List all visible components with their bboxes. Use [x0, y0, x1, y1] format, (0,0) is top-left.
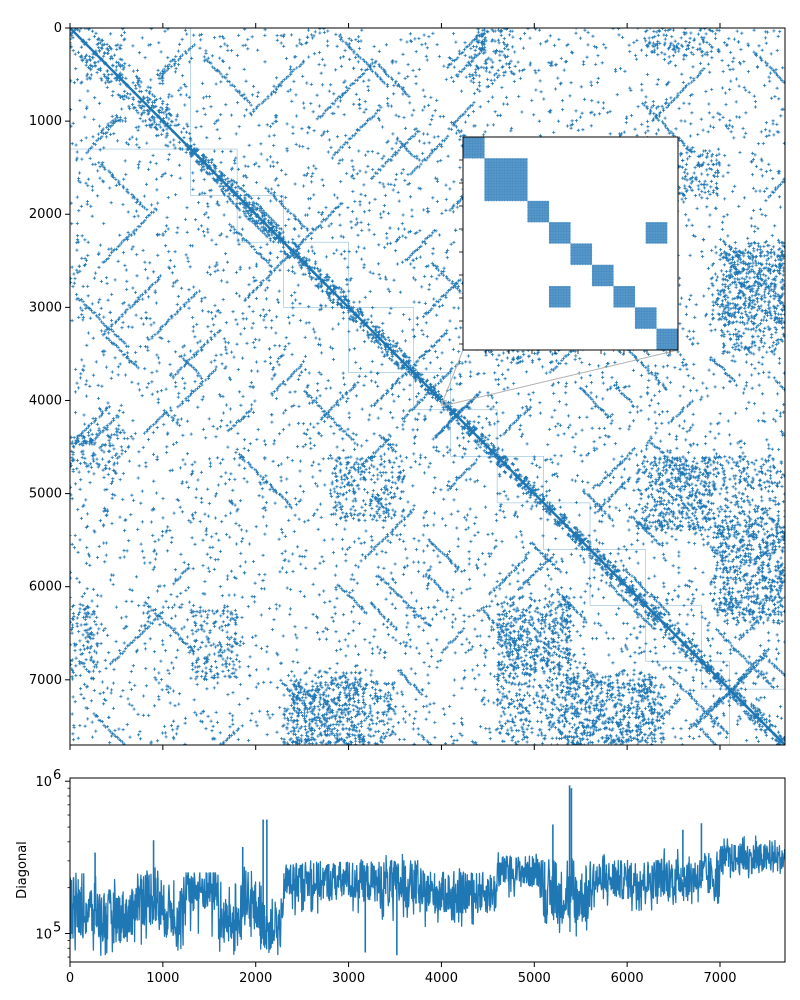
diagonal-block-mark [543, 502, 591, 550]
sparsity-axis-ticks: 0 1000 2000 3000 4000 5000 6000 7000 [29, 21, 721, 750]
inset-block [592, 264, 614, 287]
inset-connector-right [445, 349, 679, 406]
inset-block [527, 200, 549, 223]
diagonal-plot-frame [69, 777, 786, 963]
diagonal-x-tick-label: 1000 [146, 971, 179, 986]
diagonal-block-mark [348, 307, 414, 373]
diagonal-y-tick-exponent: 5 [53, 921, 61, 936]
zoom-inset [440, 136, 679, 406]
inset-block [463, 137, 485, 159]
inset-connector-left [440, 349, 464, 406]
sparsity-y-tick-label: 6000 [29, 580, 62, 595]
inset-block [570, 243, 592, 265]
inset-block [656, 328, 678, 350]
inset-block [635, 307, 657, 329]
diagonal-x-tick-label: 6000 [611, 971, 644, 986]
inset-zoom-region-marker [440, 399, 447, 406]
inset-blocks [462, 136, 679, 351]
diagonal-block-mark [645, 605, 702, 662]
sparsity-y-tick-label: 7000 [29, 673, 62, 688]
sparsity-plot-frame [69, 27, 786, 746]
diagonal-x-tick-label: 5000 [518, 971, 551, 986]
inset-frame [462, 136, 679, 351]
inset-connector-lines [440, 349, 679, 406]
diagonal-y-tick-exponent: 6 [53, 768, 61, 783]
diagonal-block-mark [236, 195, 284, 243]
diagonal-x-tick-label: 2000 [239, 971, 272, 986]
diagonal-block-mark [70, 28, 192, 150]
diagonal-y-tick-label: 10 [35, 928, 52, 943]
diagonal-y-tick-label: 10 [35, 775, 52, 790]
diagonal-x-tick-label: 7000 [703, 971, 736, 986]
sparsity-plot: 0 1000 2000 3000 4000 5000 6000 7000 [29, 21, 786, 750]
diagonal-block-mark [589, 549, 647, 606]
inset-block [549, 286, 571, 308]
sparsity-y-tick-label: 5000 [29, 487, 62, 502]
diagonal-block-mark [190, 148, 238, 196]
inset-ticks [459, 159, 671, 354]
sparsity-y-tick-label: 2000 [29, 207, 62, 222]
diagonal-block-mark [701, 660, 730, 690]
inset-nonzero-marks [462, 136, 679, 351]
diagonal-x-tick-label: 0 [66, 971, 74, 986]
inset-block [613, 286, 635, 308]
diagonal-block-mark [413, 372, 452, 411]
inset-block [484, 158, 528, 201]
inset-block [645, 222, 668, 244]
sparsity-points [70, 28, 785, 745]
sparsity-y-tick-label: 3000 [29, 300, 62, 315]
inset-block [549, 222, 571, 244]
diagonal-x-tick-label: 3000 [332, 971, 365, 986]
diagonal-block-mark [450, 409, 498, 457]
diagonal-block-mark [283, 241, 349, 308]
main-diagonal-mark [70, 28, 785, 745]
diagonal-x-tick-label: 4000 [425, 971, 458, 986]
diagonal-block-mark [496, 456, 544, 504]
diagonal-series [70, 785, 785, 956]
diagonal-line [70, 835, 785, 956]
diagonal-y-axis-label: Diagonal [15, 841, 30, 899]
sparsity-y-tick-label: 1000 [29, 114, 62, 129]
sparsity-y-tick-label: 4000 [29, 393, 62, 408]
sparsity-y-tick-label: 0 [54, 21, 62, 36]
